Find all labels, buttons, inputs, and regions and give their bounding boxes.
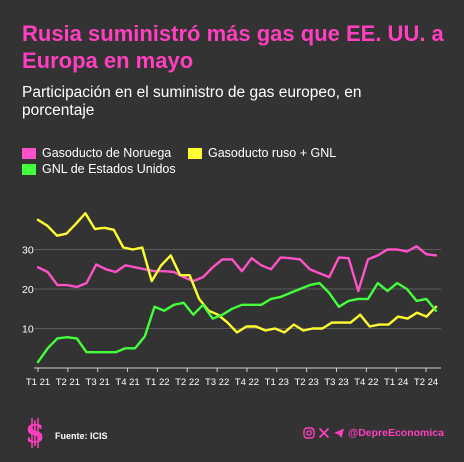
y-tick-label: 20 [22,284,34,296]
instagram-icon [303,427,315,439]
legend-swatch-norway [22,147,36,159]
y-tick-label: 30 [22,245,34,257]
telegram-icon [333,428,344,438]
x-tick-label: T4 22 [354,377,378,388]
source-note: Fuente: ICIS [55,431,108,441]
x-tick-label: T4 21 [115,377,139,388]
series-line-norway [36,245,438,293]
legend-item-usa: GNL de Estados Unidos [22,162,176,176]
social-handle-text: @DepreEconomica [347,427,444,439]
x-tick-label: T2 23 [295,377,319,388]
x-tick-label: T1 24 [384,377,408,388]
x-icon [318,427,330,439]
legend-swatch-russia [188,147,202,159]
x-tick-label: T2 21 [56,377,80,388]
social-handle: @DepreEconomica [303,427,444,439]
legend-label-russia: Gasoducto ruso + GNL [208,146,337,160]
x-tick-label: T3 22 [205,377,229,388]
x-tick-label: T2 22 [175,377,199,388]
x-tick-label: T3 23 [324,377,348,388]
legend-item-russia: Gasoducto ruso + GNL [188,146,336,160]
chart-title: Rusia suministró más gas que EE. UU. a E… [22,21,444,73]
x-tick-label: T1 22 [145,377,169,388]
x-tick-label: T3 21 [86,377,110,388]
legend-item-norway: Gasoducto de Noruega [22,146,171,160]
y-tick-label: 10 [22,324,34,336]
brand-logo-icon: $ [25,416,44,449]
x-tick-label: T2 24 [414,377,438,388]
series-line-usa [36,281,438,364]
chart-subtitle: Participación en el suministro de gas eu… [22,84,362,119]
x-tick-label: T1 21 [26,377,50,388]
svg-text:$: $ [25,416,44,449]
x-tick-label: T4 22 [235,377,259,388]
legend-swatch-usa [22,163,36,175]
legend-label-usa: GNL de Estados Unidos [42,162,176,176]
x-tick-label: T1 23 [265,377,289,388]
series-line-russia [36,211,438,334]
legend-label-norway: Gasoducto de Noruega [42,146,172,160]
